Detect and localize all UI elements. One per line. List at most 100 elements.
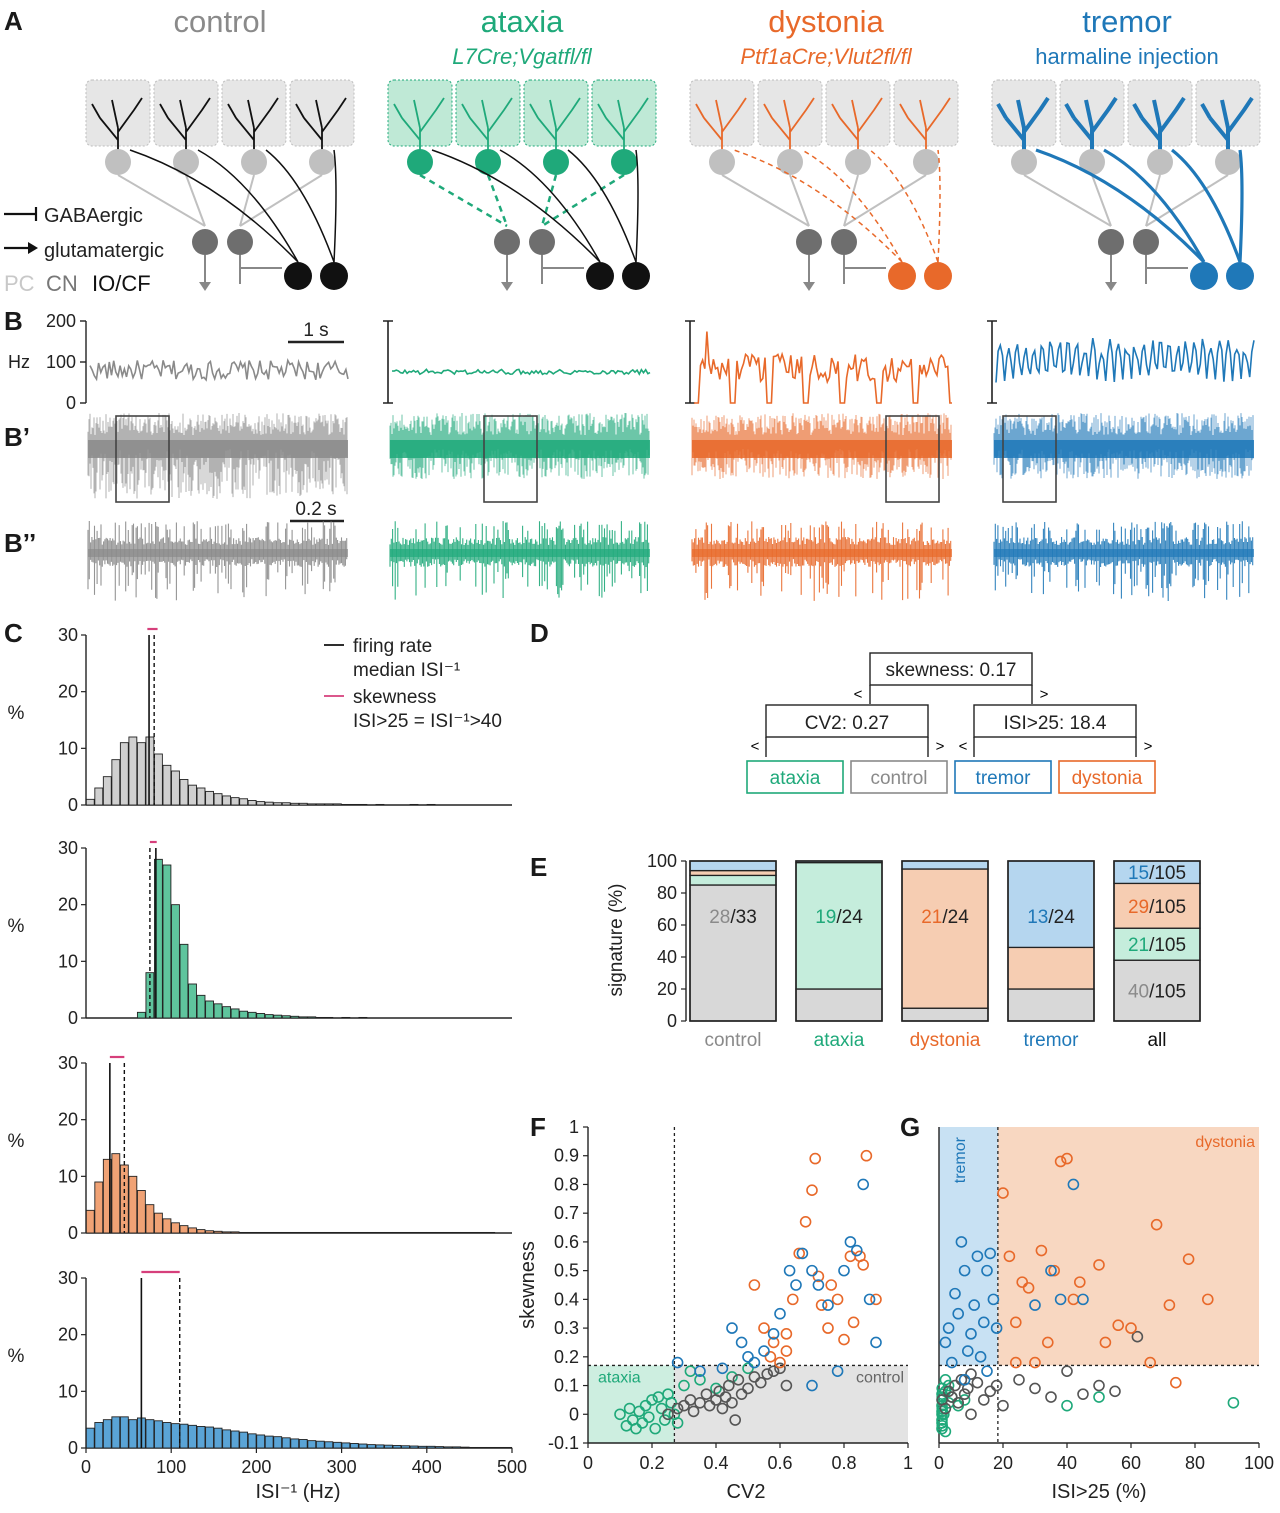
purkinje-cell (1195, 79, 1261, 175)
hist-y-tick-label: 10 (58, 1381, 78, 1401)
point-dystonia (758, 1322, 770, 1334)
zoom-box-control (115, 415, 170, 503)
pc-soma (309, 149, 335, 175)
dendrite-tree (227, 97, 279, 160)
hist-bar (188, 983, 197, 1019)
cn-cell (1098, 229, 1124, 255)
hist-bar (384, 1231, 393, 1234)
dendrite-tree (159, 97, 211, 160)
point-dystonia (822, 1322, 834, 1334)
pc-cn-projection (486, 174, 509, 227)
hist-bar (443, 1231, 453, 1234)
point-dystonia (860, 1149, 873, 1162)
hist-bar (281, 1231, 291, 1234)
point-tremor (987, 1293, 1000, 1306)
climbing-fiber (733, 149, 903, 263)
hist-bar (264, 1435, 274, 1449)
raw-trace-band-ataxia (390, 440, 650, 458)
point-tremor (671, 1356, 684, 1369)
point-dystonia (780, 1345, 793, 1357)
pc-soma (709, 149, 735, 175)
point-dystonia (748, 1279, 761, 1291)
tree-right-gt: > (1144, 738, 1153, 755)
spike-traces (87, 320, 1255, 601)
pc-soma (1079, 149, 1105, 175)
hist-bar (332, 1441, 342, 1449)
hist-y-tick-label: 20 (58, 895, 78, 915)
point-tremor (958, 1264, 971, 1277)
cn-cell (796, 229, 822, 255)
rate-tick-200: 200 (46, 311, 76, 331)
point-control (1013, 1374, 1025, 1386)
scale-bar-0.2s: 0.2 s (290, 499, 344, 523)
point-tremor (942, 1322, 955, 1334)
hist-bar (477, 1231, 487, 1234)
point-control (713, 1385, 726, 1398)
hist-bar (230, 1008, 240, 1019)
hist-bar (145, 1419, 155, 1449)
legend-pc: PC (4, 271, 35, 296)
count-n: 13 (1027, 907, 1048, 928)
point-tremor (758, 1345, 770, 1357)
point-tremor (958, 1374, 971, 1386)
histogram-control: 30 20 10 0% (8, 625, 512, 815)
climbing-fiber (129, 149, 299, 263)
point-dystonia (815, 1299, 828, 1311)
point-control (700, 1388, 713, 1400)
point-tremor (790, 1279, 802, 1291)
point-ataxia (658, 1414, 671, 1426)
climbing-fiber (635, 149, 639, 263)
scatter-x-tick-label: 0 (934, 1453, 944, 1473)
hist-y-tick-label: 30 (58, 1268, 78, 1288)
point-ataxia (678, 1379, 690, 1392)
point-tremor (981, 1365, 993, 1377)
hist-bar (222, 1231, 231, 1234)
point-tremor (831, 1365, 844, 1377)
rate-scale-ataxia (383, 320, 393, 404)
dendrite-cloud (825, 79, 891, 147)
hist-y-tick-label: 30 (58, 1053, 78, 1073)
point-ataxia (1093, 1391, 1105, 1403)
tree-left-box (765, 704, 929, 738)
io-cell (924, 262, 952, 290)
signature-y-tick-label: 0 (667, 1011, 677, 1031)
purkinje-cell (85, 79, 151, 175)
hist-bar (247, 1433, 257, 1449)
legend-glutamatergic: glutamatergic (44, 240, 164, 262)
hist-bar (358, 803, 368, 806)
point-dystonia (1144, 1356, 1156, 1369)
climbing-fiber (1238, 149, 1244, 263)
point-control (1109, 1385, 1121, 1398)
hist-bar (426, 1231, 436, 1234)
pc-soma (407, 149, 433, 175)
purkinje-cell (991, 79, 1057, 175)
stack-control-ataxia (795, 988, 883, 1022)
pc-soma (913, 149, 939, 175)
scatter-x-tick-label: 1 (903, 1453, 913, 1473)
hist-bar (401, 1231, 410, 1234)
hist-bar (205, 1000, 214, 1019)
rate-unit: Hz (8, 352, 30, 372)
point-control (767, 1365, 780, 1377)
legend-c: firing rate median ISI⁻¹ skewness ISI>25… (324, 636, 502, 732)
bar-frame-tremor (1007, 860, 1095, 1022)
leaf-ataxia: ataxia (770, 768, 821, 789)
dendrite-cloud (991, 79, 1057, 147)
point-dystonia (806, 1184, 818, 1196)
dendrite-cloud (689, 79, 755, 147)
rate-tick-100: 100 (46, 352, 76, 372)
count-total: /33 (730, 907, 756, 928)
hist-bar (230, 1430, 240, 1449)
dendrite-cloud (757, 79, 823, 147)
hist-bar (426, 803, 436, 806)
hist-bar (273, 1436, 283, 1449)
stack-control-dystonia (901, 1007, 989, 1022)
count-n: 19 (815, 907, 836, 928)
pc-cn-projection (843, 174, 927, 227)
point-tremor (767, 1328, 780, 1340)
hist-bar (188, 784, 197, 806)
title-control: control (173, 4, 266, 39)
point-ataxia (694, 1374, 706, 1386)
bar-label-ataxia: ataxia (814, 1030, 865, 1051)
